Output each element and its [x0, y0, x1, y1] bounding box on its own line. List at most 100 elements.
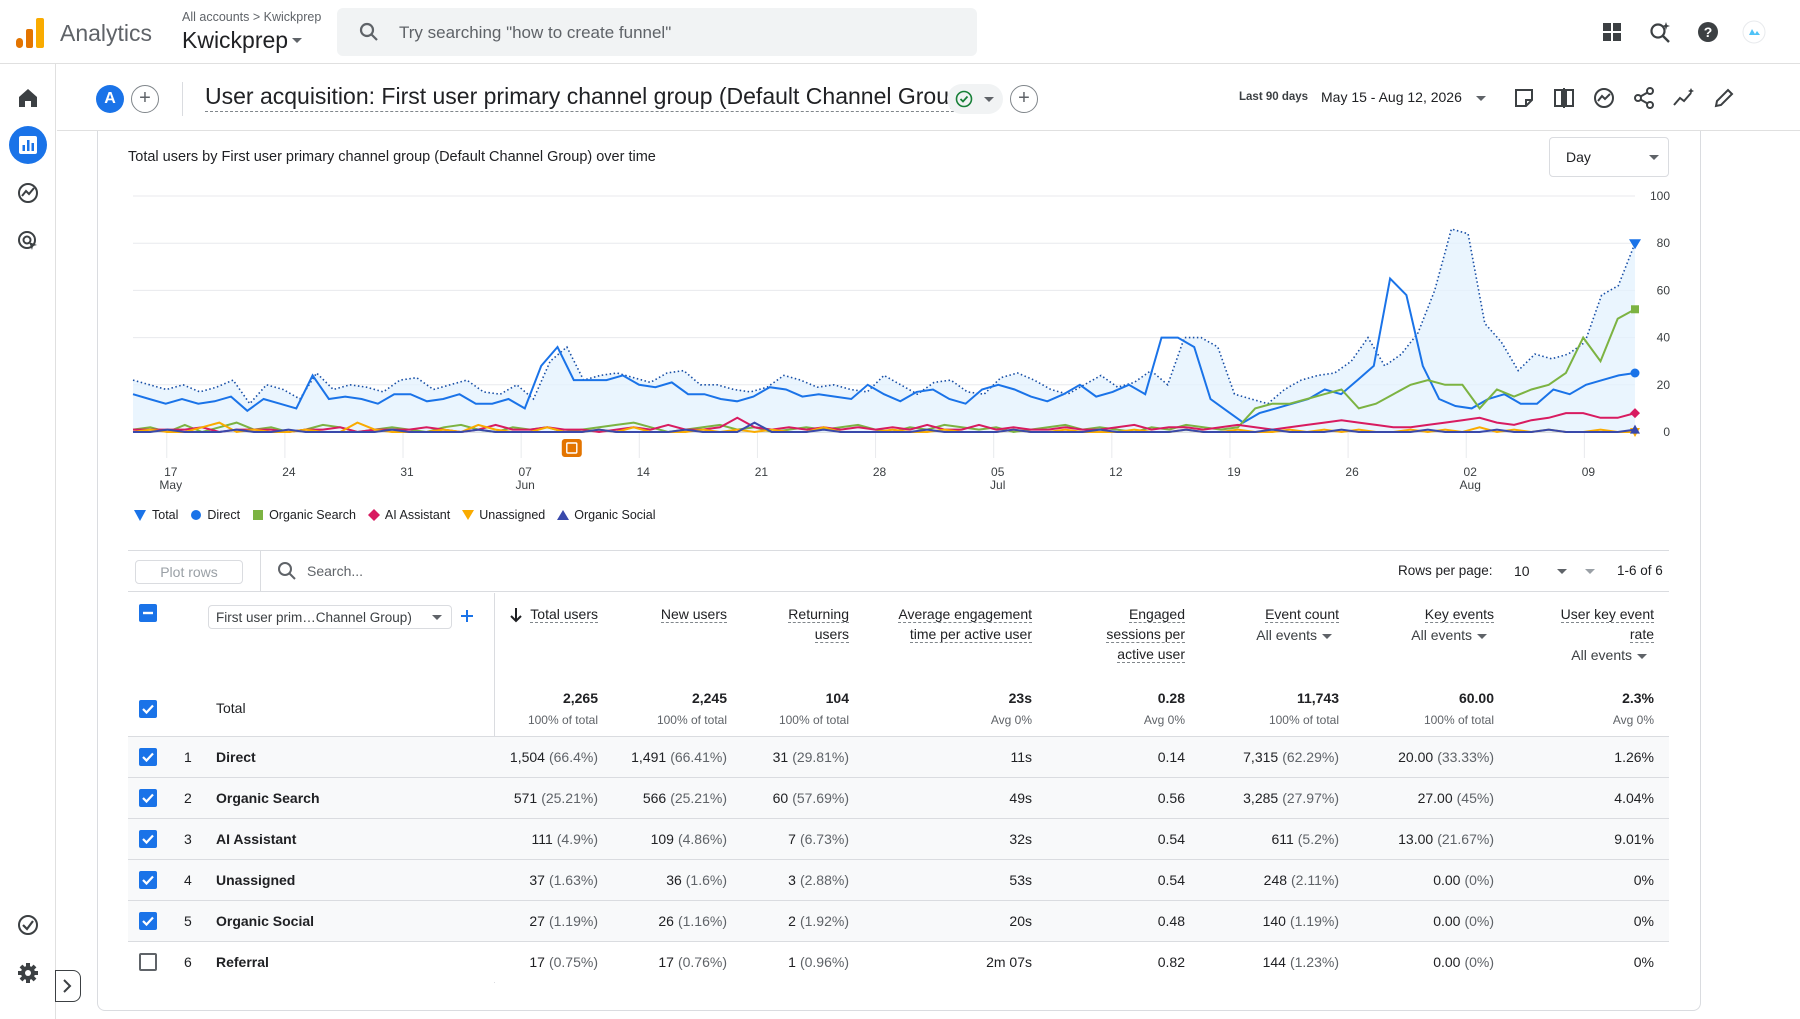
- row-checkbox[interactable]: [139, 748, 157, 766]
- profile-avatar-icon[interactable]: [1742, 20, 1766, 44]
- advertising-icon[interactable]: [16, 229, 40, 253]
- table-cell: 60 (57.69%): [772, 790, 849, 806]
- add-comparison-button[interactable]: +: [131, 85, 159, 113]
- table-row[interactable]: [128, 859, 1669, 900]
- account-breadcrumb[interactable]: All accounts > Kwickprep: [182, 10, 322, 24]
- legend-item-direct[interactable]: Direct: [190, 508, 240, 522]
- date-range-picker[interactable]: May 15 - Aug 12, 2026: [1321, 89, 1462, 105]
- rows-per-page-select[interactable]: 10: [1514, 563, 1530, 579]
- add-filter-button[interactable]: +: [1010, 85, 1038, 113]
- column-header[interactable]: New users: [660, 606, 727, 623]
- legend-label: Organic Social: [574, 508, 656, 522]
- table-cell: 0.82: [1157, 954, 1185, 970]
- edit-pencil-icon[interactable]: [1712, 86, 1736, 110]
- legend-item-unassigned[interactable]: Unassigned: [462, 508, 545, 522]
- x-tick-label: 02: [1464, 465, 1478, 479]
- apps-grid-icon[interactable]: [1600, 20, 1624, 44]
- row-checkbox[interactable]: [139, 789, 157, 807]
- column-header[interactable]: Returning users: [788, 606, 849, 643]
- table-row[interactable]: [128, 900, 1669, 941]
- row-index: 5: [184, 913, 192, 929]
- table-cell: 0.54: [1157, 831, 1185, 847]
- chevron-down-icon: [1637, 654, 1647, 659]
- plot-rows-button[interactable]: Plot rows: [135, 560, 243, 584]
- row-checkbox[interactable]: [139, 953, 157, 971]
- table-row[interactable]: [128, 736, 1669, 777]
- x-tick-label: 24: [282, 465, 296, 479]
- column-header[interactable]: Total users: [530, 606, 598, 623]
- total-value: 2.3%: [1622, 690, 1654, 706]
- table-row[interactable]: [128, 818, 1669, 859]
- row-dimension-value: Unassigned: [216, 872, 296, 888]
- add-dimension-icon[interactable]: [459, 608, 475, 624]
- legend-label: Organic Search: [269, 508, 356, 522]
- annotation-marker-icon[interactable]: [561, 439, 582, 457]
- search-input[interactable]: Try searching "how to create funnel": [399, 23, 672, 42]
- date-range-label: Last 90 days: [1239, 91, 1309, 103]
- select-all-checkbox[interactable]: [139, 604, 157, 622]
- dimension-select[interactable]: First user prim…Channel Group): [208, 605, 452, 629]
- legend-item-organic-search[interactable]: Organic Search: [252, 508, 356, 522]
- pager-prev-icon[interactable]: [1585, 569, 1595, 574]
- legend-label: Unassigned: [479, 508, 546, 522]
- event-filter-select[interactable]: All events: [1462, 647, 1647, 663]
- x-tick-label: 14: [637, 465, 651, 479]
- expand-nav-button[interactable]: [55, 970, 81, 1002]
- table-cell: 140 (1.19%): [1262, 913, 1339, 929]
- row-checkbox[interactable]: [139, 871, 157, 889]
- row-dimension-value: Referral: [216, 954, 269, 970]
- check-circle-icon: [955, 90, 973, 108]
- table-cell: 7 (6.73%): [788, 831, 849, 847]
- chevron-down-icon: [1477, 634, 1487, 639]
- global-search[interactable]: Try searching "how to create funnel": [337, 8, 977, 56]
- report-status-dropdown[interactable]: [947, 84, 1003, 114]
- rows-per-page-label: Rows per page:: [1398, 563, 1493, 578]
- sort-descending-icon[interactable]: [509, 607, 523, 623]
- app-name: Analytics: [60, 20, 153, 46]
- table-row[interactable]: [128, 941, 1669, 982]
- chevron-down-icon[interactable]: [1476, 96, 1486, 101]
- home-icon[interactable]: [16, 86, 40, 110]
- y-tick-label: 100: [1650, 189, 1670, 203]
- reports-icon[interactable]: [16, 133, 40, 157]
- help-icon[interactable]: ?: [1696, 20, 1720, 44]
- x-tick-label: 05: [991, 465, 1005, 479]
- legend-swatch-ai-assistant: [367, 509, 380, 521]
- compare-icon[interactable]: [1552, 86, 1576, 110]
- table-cell: 0.00 (0%): [1433, 913, 1494, 929]
- comparison-avatar[interactable]: A: [96, 85, 124, 113]
- page-title[interactable]: User acquisition: First user primary cha…: [205, 83, 970, 112]
- legend-item-total[interactable]: Total: [133, 508, 178, 522]
- trend-sparkle-icon[interactable]: [1672, 86, 1696, 110]
- column-header[interactable]: Average engagement time per active user: [898, 606, 1032, 643]
- account-selector[interactable]: Kwickprep: [182, 27, 289, 53]
- totals-checkbox[interactable]: [139, 700, 157, 718]
- event-filter-select[interactable]: All events: [1147, 627, 1332, 643]
- column-header[interactable]: User key event rate: [1560, 606, 1654, 643]
- annotation-icon[interactable]: [1512, 86, 1536, 110]
- account-dropdown-icon[interactable]: [292, 38, 302, 43]
- row-checkbox[interactable]: [139, 912, 157, 930]
- y-tick-label: 0: [1663, 425, 1670, 439]
- legend-item-ai-assistant[interactable]: AI Assistant: [367, 508, 450, 522]
- legend-item-organic-social[interactable]: Organic Social: [557, 508, 656, 522]
- table-toolbar: [128, 550, 1669, 592]
- column-header[interactable]: Event count: [1265, 606, 1339, 623]
- column-header[interactable]: Engaged sessions per active user: [1106, 606, 1185, 663]
- x-tick-month-label: Jun: [515, 478, 534, 492]
- insights-icon[interactable]: [1592, 86, 1616, 110]
- search-insights-icon[interactable]: [1648, 20, 1672, 44]
- share-icon[interactable]: [1632, 86, 1656, 110]
- table-search-input[interactable]: Search...: [307, 563, 364, 579]
- gear-icon[interactable]: [16, 961, 40, 985]
- column-header[interactable]: Key events: [1424, 606, 1494, 623]
- table-cell: 32s: [1009, 831, 1032, 847]
- chevron-down-icon[interactable]: [1557, 569, 1567, 574]
- event-filter-select[interactable]: All events: [1302, 627, 1487, 643]
- table-row[interactable]: [128, 777, 1669, 818]
- check-circle-icon[interactable]: [16, 913, 40, 937]
- top-app-bar: Analytics All accounts > Kwickprep Kwick…: [0, 0, 1800, 64]
- explore-icon[interactable]: [16, 181, 40, 205]
- row-checkbox[interactable]: [139, 830, 157, 848]
- granularity-select[interactable]: Day: [1549, 137, 1669, 177]
